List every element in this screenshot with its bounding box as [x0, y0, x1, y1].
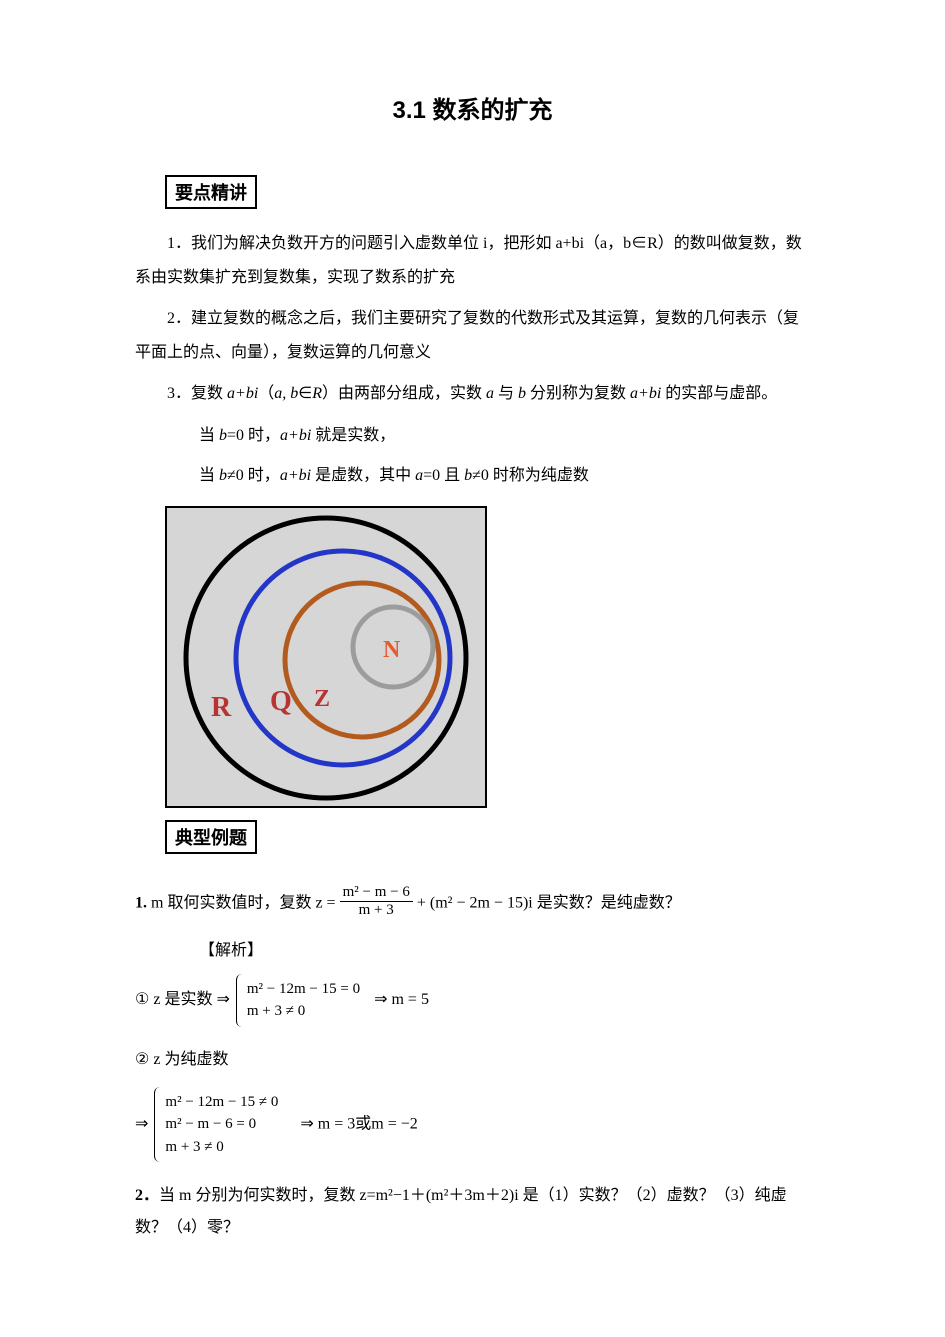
implies-arrow: ⇒	[300, 1115, 313, 1132]
fraction-num: m² − m − 6	[340, 884, 413, 902]
text: z 是实数	[149, 991, 216, 1008]
text: 就是实数，	[311, 427, 395, 444]
text: z 为纯虚数	[149, 1051, 228, 1068]
expr-abi: a+bi	[630, 385, 661, 402]
paragraph-3: 3．复数 a+bi（a, b∈R）由两部分组成，实数 a 与 b 分别称为复数 …	[135, 377, 810, 411]
implies-arrow: ⇒	[374, 991, 387, 1008]
text: 与	[494, 385, 518, 402]
venn-label: N	[383, 637, 401, 663]
cond: m + 3 ≠ 0	[165, 1139, 223, 1155]
expr-abi: a+bi	[280, 467, 311, 484]
text: =0 且	[423, 467, 464, 484]
step-no: ①	[135, 991, 149, 1008]
solution-step-2b: ⇒ m² − 12m − 15 ≠ 0 m² − m − 6 = 0 m + 3…	[135, 1087, 810, 1163]
step-no: ②	[135, 1051, 149, 1068]
cond: m + 3 ≠ 0	[247, 1003, 305, 1019]
solution-step-1: ① z 是实数 ⇒ m² − 12m − 15 = 0 m + 3 ≠ 0 ⇒ …	[135, 974, 810, 1027]
paragraph-1: 1．我们为解决负数开方的问题引入虚数单位 i，把形如 a+bi（a，b∈R）的数…	[135, 227, 810, 294]
text: 当 m 分别为何实数时，复数 z=m²−1＋(m²＋3m＋2)i 是（1）实数？…	[135, 1187, 787, 1236]
set-R: R	[312, 385, 322, 402]
text: 的实部与虚部。	[661, 385, 777, 402]
text: =0 时，	[227, 427, 280, 444]
text: ∈	[298, 385, 312, 402]
var-b: b	[219, 467, 227, 484]
section-label-examples: 典型例题	[165, 820, 257, 854]
text: 是虚数，其中	[311, 467, 415, 484]
text: ≠0 时，	[227, 467, 280, 484]
expr-abi: a+bi	[227, 385, 258, 402]
equation-system: m² − 12m − 15 ≠ 0 m² − m − 6 = 0 m + 3 ≠…	[154, 1087, 284, 1163]
expr-ab: a, b	[274, 385, 298, 402]
section-label-keypoints: 要点精讲	[165, 175, 257, 209]
problem-number: 2．	[135, 1187, 159, 1204]
var-b: b	[518, 385, 526, 402]
venn-svg: R QZ N	[165, 506, 487, 808]
problem-number: 1.	[135, 895, 147, 912]
text: ≠0 时称为纯虚数	[472, 467, 589, 484]
var-b: b	[219, 427, 227, 444]
venn-label: R	[211, 692, 232, 723]
cond: m² − 12m − 15 ≠ 0	[165, 1094, 278, 1110]
result: m = 3或m = −2	[314, 1115, 418, 1132]
subpara-b0: 当 b=0 时，a+bi 就是实数，	[135, 419, 810, 453]
paragraph-2: 2．建立复数的概念之后，我们主要研究了复数的代数形式及其运算，复数的几何表示（复…	[135, 302, 810, 369]
text: 3．复数	[167, 385, 227, 402]
expr-abi: a+bi	[280, 427, 311, 444]
cond: m² − m − 6 = 0	[165, 1116, 256, 1132]
equation-system: m² − 12m − 15 = 0 m + 3 ≠ 0	[236, 974, 366, 1027]
text: ）由两部分组成，实数	[322, 385, 486, 402]
text: 当	[199, 467, 219, 484]
problem-1: 1. m 取何实数值时，复数 z = m² − m − 6m + 3 + (m²…	[135, 886, 810, 922]
text: （	[258, 385, 274, 402]
page-title: 3.1 数系的扩充	[135, 90, 810, 125]
venn-diagram: R QZ N	[165, 506, 810, 808]
var-b: b	[464, 467, 472, 484]
result: m = 5	[387, 991, 428, 1008]
cond: m² − 12m − 15 = 0	[247, 981, 360, 997]
text: m 取何实数值时，复数 z =	[147, 895, 340, 912]
subpara-bneq0: 当 b≠0 时，a+bi 是虚数，其中 a=0 且 b≠0 时称为纯虚数	[135, 459, 810, 493]
document-page: 3.1 数系的扩充 要点精讲 1．我们为解决负数开方的问题引入虚数单位 i，把形…	[0, 0, 945, 1312]
var-a: a	[486, 385, 494, 402]
fraction: m² − m − 6m + 3	[340, 884, 413, 920]
problem-2: 2．当 m 分别为何实数时，复数 z=m²−1＋(m²＋3m＋2)i 是（1）实…	[135, 1180, 810, 1244]
solution-step-2a: ② z 为纯虚数	[135, 1045, 810, 1069]
fraction-den: m + 3	[340, 902, 413, 919]
var-a: a	[415, 467, 423, 484]
text: 分别称为复数	[526, 385, 630, 402]
venn-label: Q	[270, 686, 292, 717]
quad-term: m² − 2m − 15	[435, 895, 523, 912]
text: 当	[199, 427, 219, 444]
implies-arrow: ⇒	[135, 1115, 148, 1132]
venn-label: Z	[314, 686, 330, 712]
implies-arrow: ⇒	[216, 991, 229, 1008]
analysis-label: 【解析】	[199, 936, 810, 960]
text: + (	[413, 895, 435, 912]
text: )i 是实数？是纯虚数？	[523, 895, 681, 912]
